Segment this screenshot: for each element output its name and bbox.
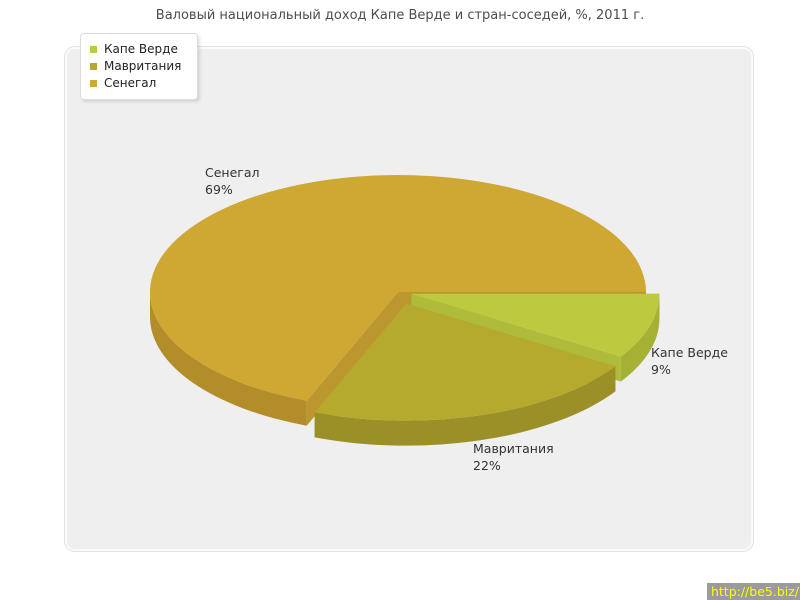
pie-slice-2-side <box>149 292 307 426</box>
slice-label-name: Капе Верде <box>651 345 728 360</box>
legend-swatch-cape-verde <box>90 46 97 53</box>
pie-slice-2-cut-0 <box>306 292 398 426</box>
legend-label: Мавритания <box>104 59 182 73</box>
slice-label-pct: 9% <box>651 362 671 377</box>
legend-label: Капе Верде <box>104 42 178 56</box>
legend-box: Капе Верде Мавритания Сенегал <box>80 33 199 100</box>
slice-label-pct: 69% <box>205 182 233 197</box>
chart-title: Валовый национальный доход Капе Верде и … <box>155 8 645 23</box>
pie-slice-1-side <box>314 366 616 446</box>
slice-label-pct: 22% <box>473 458 501 473</box>
legend-swatch-mavritania <box>90 63 97 70</box>
legend-label: Сенегал <box>104 76 157 90</box>
legend-item-mavritania[interactable]: Мавритания <box>90 58 181 75</box>
slice-label-mavritania: Мавритания 22% <box>473 440 554 474</box>
pie-slice-1-top[interactable] <box>314 303 616 421</box>
legend-item-senegal[interactable]: Сенегал <box>90 75 181 92</box>
watermark-link[interactable]: http://be5.biz/ <box>706 583 800 600</box>
slice-label-senegal: Сенегал 69% <box>205 164 260 198</box>
slice-label-cape-verde: Капе Верде 9% <box>651 344 728 378</box>
slice-label-name: Сенегал <box>205 165 260 180</box>
legend-item-cape-verde[interactable]: Капе Верде <box>90 41 181 58</box>
pie-slice-2-top[interactable] <box>149 175 646 401</box>
slice-label-name: Мавритания <box>473 441 554 456</box>
legend-swatch-senegal <box>90 80 97 87</box>
pie-slice-0-side <box>620 293 660 382</box>
pie-slice-0-top[interactable] <box>411 293 660 357</box>
